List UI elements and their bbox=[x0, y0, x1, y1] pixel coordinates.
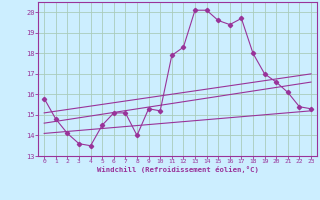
X-axis label: Windchill (Refroidissement éolien,°C): Windchill (Refroidissement éolien,°C) bbox=[97, 166, 259, 173]
